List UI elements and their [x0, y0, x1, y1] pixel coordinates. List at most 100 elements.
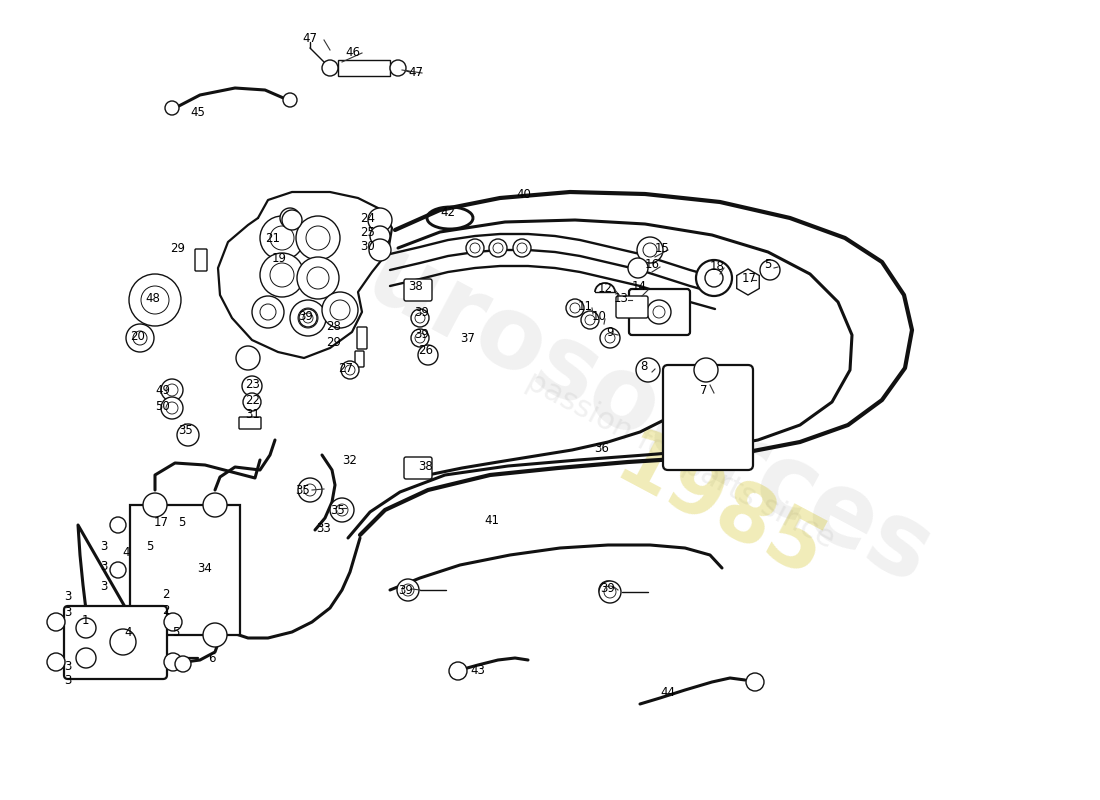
- Circle shape: [129, 274, 182, 326]
- Circle shape: [296, 216, 340, 260]
- Text: 10: 10: [592, 310, 607, 323]
- FancyBboxPatch shape: [130, 505, 240, 635]
- Text: 24: 24: [360, 211, 375, 225]
- Circle shape: [47, 653, 65, 671]
- Circle shape: [290, 300, 326, 336]
- Circle shape: [330, 498, 354, 522]
- Circle shape: [628, 258, 648, 278]
- Text: 38: 38: [408, 279, 422, 293]
- Circle shape: [252, 296, 284, 328]
- Text: 11: 11: [578, 299, 593, 313]
- Text: 20: 20: [130, 330, 145, 342]
- Text: 15: 15: [654, 242, 670, 254]
- Circle shape: [242, 376, 262, 396]
- Text: 22: 22: [245, 394, 260, 406]
- Circle shape: [298, 308, 318, 328]
- Text: 34: 34: [197, 562, 212, 574]
- Circle shape: [175, 656, 191, 672]
- Circle shape: [647, 300, 671, 324]
- Text: 2: 2: [162, 603, 169, 617]
- Circle shape: [644, 243, 657, 257]
- Circle shape: [166, 402, 178, 414]
- Text: 37: 37: [460, 331, 475, 345]
- Text: 35: 35: [295, 483, 310, 497]
- Circle shape: [390, 60, 406, 76]
- Circle shape: [260, 304, 276, 320]
- Text: 39: 39: [600, 582, 615, 594]
- Circle shape: [330, 300, 350, 320]
- Circle shape: [164, 613, 182, 631]
- Text: 28: 28: [326, 319, 341, 333]
- Circle shape: [270, 226, 294, 250]
- Text: 19: 19: [272, 251, 287, 265]
- Circle shape: [165, 101, 179, 115]
- Circle shape: [399, 581, 417, 599]
- Circle shape: [260, 253, 304, 297]
- Circle shape: [403, 585, 412, 595]
- Circle shape: [204, 493, 227, 517]
- Text: 39: 39: [414, 306, 429, 318]
- Circle shape: [143, 493, 167, 517]
- Circle shape: [581, 311, 600, 329]
- Circle shape: [143, 623, 167, 647]
- Circle shape: [336, 504, 348, 516]
- Text: 39: 39: [298, 310, 312, 322]
- Circle shape: [603, 585, 613, 595]
- Text: 49: 49: [155, 383, 170, 397]
- Text: 48: 48: [145, 291, 160, 305]
- Circle shape: [204, 623, 227, 647]
- Text: 6: 6: [208, 651, 216, 665]
- Text: 35: 35: [330, 503, 344, 517]
- Circle shape: [322, 292, 358, 328]
- Text: 2: 2: [162, 587, 169, 601]
- Text: 39: 39: [414, 327, 429, 341]
- Text: 14: 14: [632, 281, 647, 294]
- Text: 17: 17: [154, 515, 169, 529]
- Circle shape: [141, 286, 169, 314]
- Circle shape: [370, 226, 390, 246]
- Circle shape: [302, 313, 313, 323]
- Circle shape: [466, 239, 484, 257]
- Circle shape: [605, 333, 615, 343]
- Text: 21: 21: [265, 231, 280, 245]
- Circle shape: [260, 216, 304, 260]
- FancyBboxPatch shape: [64, 606, 167, 679]
- FancyBboxPatch shape: [663, 365, 754, 470]
- Text: 46: 46: [345, 46, 360, 58]
- Circle shape: [368, 239, 390, 261]
- Text: 30: 30: [360, 239, 375, 253]
- Text: 3: 3: [100, 559, 108, 573]
- Text: 25: 25: [360, 226, 375, 238]
- Text: 4: 4: [122, 546, 130, 558]
- Circle shape: [397, 579, 419, 601]
- Text: 29: 29: [170, 242, 185, 254]
- Circle shape: [280, 208, 300, 228]
- Circle shape: [283, 93, 297, 107]
- Circle shape: [161, 379, 183, 401]
- Circle shape: [490, 239, 507, 257]
- Text: 5: 5: [146, 539, 153, 553]
- FancyBboxPatch shape: [404, 279, 432, 301]
- FancyBboxPatch shape: [629, 289, 690, 335]
- FancyBboxPatch shape: [195, 249, 207, 271]
- Text: 40: 40: [516, 189, 531, 202]
- Circle shape: [600, 581, 621, 603]
- Circle shape: [637, 237, 663, 263]
- Text: 5: 5: [178, 515, 186, 529]
- Text: passion for parts since: passion for parts since: [520, 366, 839, 554]
- Text: 23: 23: [245, 378, 260, 391]
- Text: 45: 45: [190, 106, 205, 118]
- Circle shape: [705, 269, 723, 287]
- Text: 33: 33: [316, 522, 331, 534]
- Text: 29: 29: [326, 335, 341, 349]
- Circle shape: [110, 629, 136, 655]
- Circle shape: [164, 653, 182, 671]
- Text: 3: 3: [64, 659, 72, 673]
- Text: 44: 44: [660, 686, 675, 698]
- Circle shape: [110, 562, 126, 578]
- Circle shape: [402, 584, 414, 596]
- Text: 42: 42: [440, 206, 455, 218]
- Text: 4: 4: [124, 626, 132, 638]
- Circle shape: [696, 260, 732, 296]
- Circle shape: [177, 424, 199, 446]
